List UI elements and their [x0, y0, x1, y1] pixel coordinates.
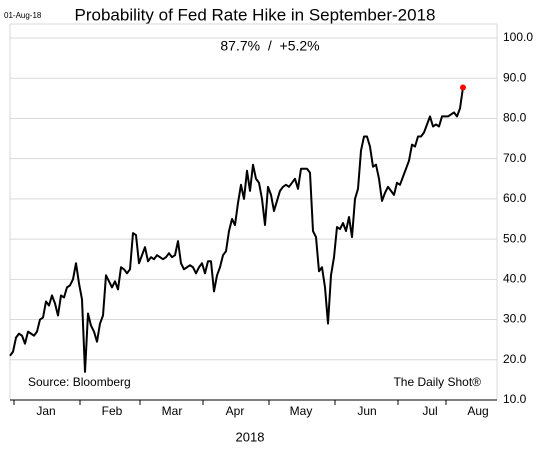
y-tick-label: 60.0 — [503, 191, 527, 205]
line — [9, 87, 464, 373]
date-stamp: 01-Aug-18 — [4, 11, 42, 20]
y-tick-label: 90.0 — [503, 70, 527, 84]
x-tick-label: Jul — [422, 404, 437, 418]
y-tick-label: 50.0 — [503, 231, 527, 245]
y-tick-label: 20.0 — [503, 352, 527, 366]
x-tick-label: Mar — [162, 404, 183, 418]
y-tick-label: 100.0 — [503, 30, 533, 44]
y-tick-label: 70.0 — [503, 151, 527, 165]
x-axis-label: 2018 — [236, 429, 265, 444]
last-point — [460, 84, 466, 91]
y-tick-label: 80.0 — [503, 111, 527, 125]
x-tick-label: Jun — [357, 404, 376, 418]
chart-title: Probability of Fed Rate Hike in Septembe… — [75, 5, 436, 24]
x-tick-label: Aug — [467, 404, 488, 418]
x-tick-label: Apr — [226, 404, 245, 418]
y-tick-label: 30.0 — [503, 312, 527, 326]
source: Source: Bloomberg — [28, 375, 131, 389]
y-tick-label: 10.0 — [503, 392, 527, 406]
chart-subtitle: 87.7% / +5.2% — [220, 38, 319, 54]
y-tick-label: 40.0 — [503, 272, 527, 286]
x-tick-label: Jan — [36, 404, 55, 418]
x-tick-label: Feb — [102, 404, 123, 418]
credit: The Daily Shot® — [393, 375, 481, 389]
x-tick-label: May — [290, 404, 313, 418]
